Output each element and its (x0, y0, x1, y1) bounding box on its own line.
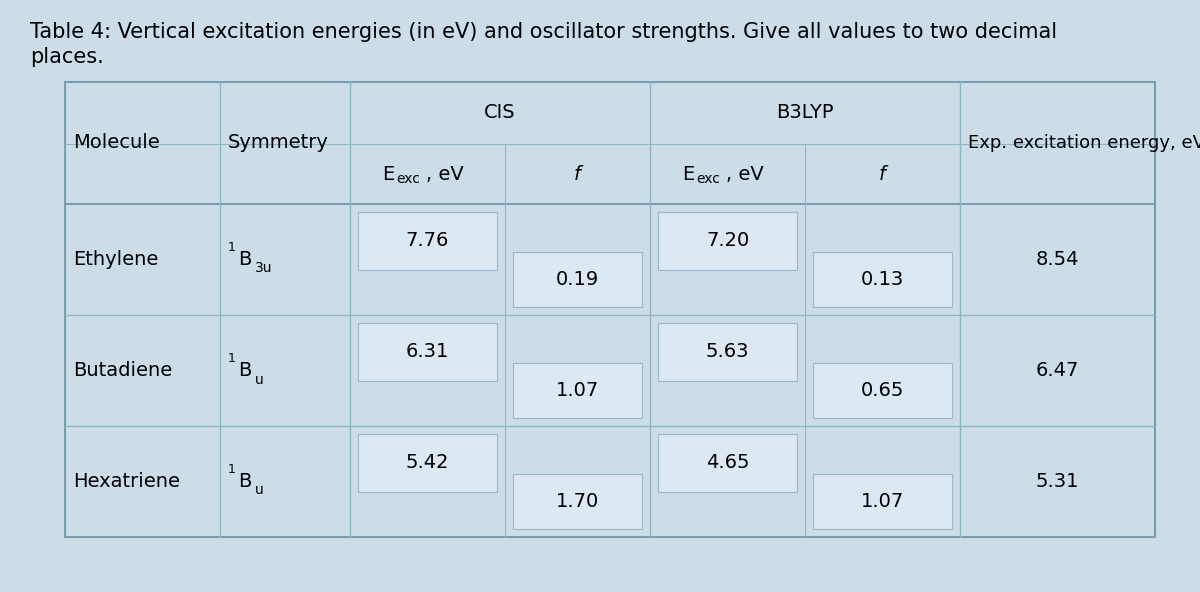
Text: 7.76: 7.76 (406, 231, 449, 250)
Text: 1: 1 (228, 241, 236, 254)
Text: 1.70: 1.70 (556, 492, 599, 511)
Bar (814, 362, 952, 418)
Bar (658, 323, 797, 381)
Text: 0.65: 0.65 (860, 381, 904, 400)
Bar (814, 474, 952, 529)
Bar (358, 434, 497, 492)
Text: 1.07: 1.07 (556, 381, 599, 400)
Bar (514, 474, 642, 529)
Text: 1: 1 (228, 463, 236, 476)
Bar (514, 252, 642, 307)
Bar (65, 82, 1154, 537)
Text: 0.19: 0.19 (556, 270, 599, 289)
Text: , eV: , eV (426, 165, 463, 184)
Text: 3u: 3u (256, 262, 272, 275)
Text: B: B (238, 472, 251, 491)
Text: places.: places. (30, 47, 103, 67)
Bar (358, 212, 497, 270)
Bar (358, 323, 497, 381)
Text: 1: 1 (228, 352, 236, 365)
Text: 8.54: 8.54 (1036, 250, 1079, 269)
Text: B: B (238, 361, 251, 380)
Text: exc: exc (696, 172, 720, 186)
Text: 1.07: 1.07 (860, 492, 904, 511)
Text: Table 4: Vertical excitation energies (in eV) and oscillator strengths. Give all: Table 4: Vertical excitation energies (i… (30, 22, 1057, 42)
Bar (514, 362, 642, 418)
Text: 0.13: 0.13 (860, 270, 904, 289)
Text: CIS: CIS (484, 104, 516, 123)
Text: Exp. excitation energy, eV: Exp. excitation energy, eV (968, 134, 1200, 152)
Text: Molecule: Molecule (73, 134, 160, 153)
Text: Symmetry: Symmetry (228, 134, 329, 153)
Text: 5.31: 5.31 (1036, 472, 1079, 491)
Bar (658, 212, 797, 270)
Text: E: E (383, 165, 395, 184)
Text: 5.63: 5.63 (706, 342, 749, 361)
Bar (658, 434, 797, 492)
Text: , eV: , eV (726, 165, 763, 184)
Text: Butadiene: Butadiene (73, 361, 173, 380)
Text: 6.31: 6.31 (406, 342, 449, 361)
Text: 5.42: 5.42 (406, 453, 449, 472)
Text: exc: exc (396, 172, 420, 186)
Text: B: B (238, 250, 251, 269)
Bar (814, 252, 952, 307)
Text: Hexatriene: Hexatriene (73, 472, 180, 491)
Text: E: E (683, 165, 695, 184)
Text: f: f (574, 165, 581, 184)
Text: Ethylene: Ethylene (73, 250, 158, 269)
Text: 7.20: 7.20 (706, 231, 749, 250)
Text: u: u (256, 372, 264, 387)
Text: 6.47: 6.47 (1036, 361, 1079, 380)
Text: B3LYP: B3LYP (776, 104, 834, 123)
Text: f: f (880, 165, 886, 184)
Text: u: u (256, 484, 264, 497)
Text: 4.65: 4.65 (706, 453, 749, 472)
